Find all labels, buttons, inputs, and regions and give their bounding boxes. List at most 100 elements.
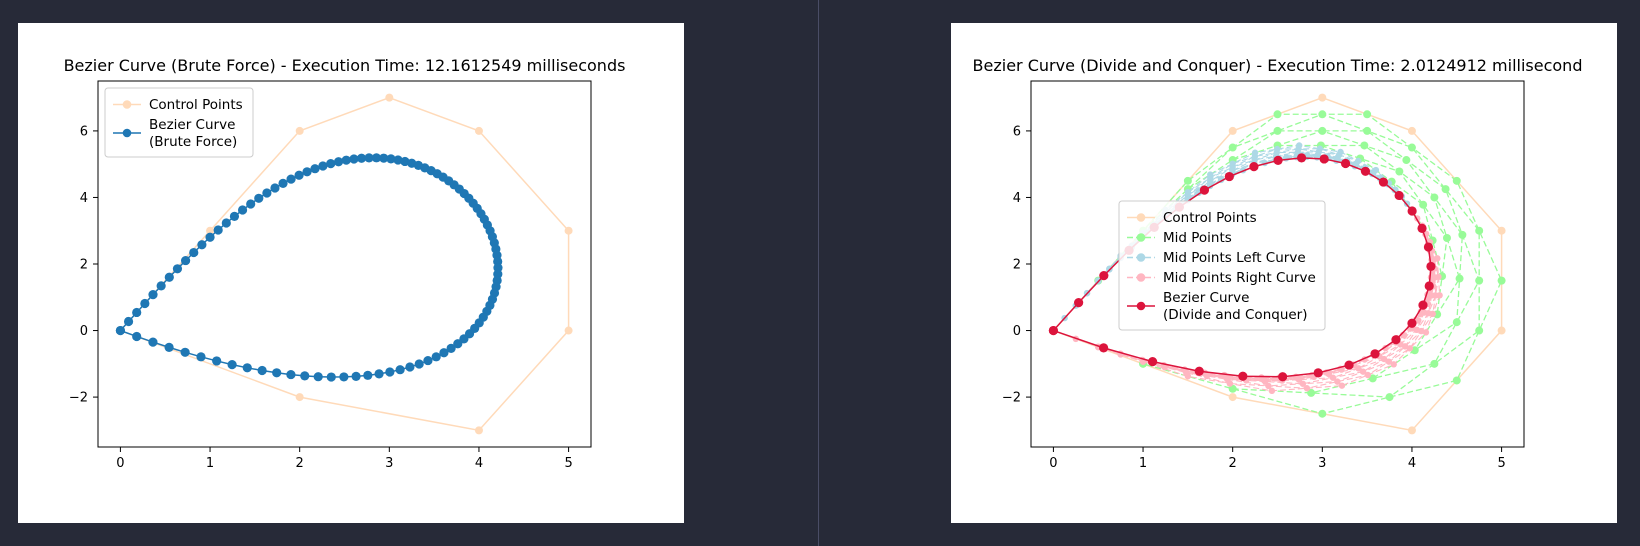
bezier-point-marker bbox=[246, 199, 256, 209]
y-tick-label: 4 bbox=[80, 191, 88, 206]
bezier-point-marker bbox=[1224, 171, 1234, 182]
bezier-point-marker bbox=[237, 205, 248, 215]
chart-title: Bezier Curve (Divide and Conquer) - Exec… bbox=[973, 56, 1583, 75]
bezier-point-marker bbox=[351, 371, 361, 381]
mid-point-marker bbox=[1368, 374, 1377, 383]
bezier-point-marker bbox=[148, 337, 158, 347]
control-point-marker bbox=[206, 226, 215, 235]
bezier-point-marker bbox=[318, 161, 328, 171]
control-point-marker bbox=[1228, 393, 1237, 402]
bezier-point-marker bbox=[262, 188, 272, 198]
mid-point-marker bbox=[1475, 326, 1484, 335]
mid-right-marker bbox=[1299, 380, 1307, 387]
x-tick-label: 0 bbox=[116, 456, 124, 471]
x-tick-label: 5 bbox=[1497, 456, 1505, 471]
mid-right-marker bbox=[1265, 382, 1272, 390]
mid-right-marker bbox=[1355, 365, 1362, 372]
control-point-marker bbox=[1407, 126, 1416, 135]
mid-right-marker bbox=[1359, 368, 1367, 375]
y-tick-label: 2 bbox=[80, 258, 88, 273]
axes-frame bbox=[1030, 80, 1525, 448]
x-tick-label: 3 bbox=[385, 456, 393, 471]
control-point-marker bbox=[1407, 426, 1416, 435]
bezier-point-marker bbox=[341, 155, 351, 165]
bezier-point-marker bbox=[1048, 325, 1059, 336]
legend: Control Points Bezier Curve(Brute Force) bbox=[104, 87, 254, 158]
divide-conquer-chart: Bezier Curve (Divide and Conquer) - Exec… bbox=[973, 56, 1583, 471]
x-tick-label: 1 bbox=[1139, 456, 1147, 471]
bezier-point-marker bbox=[453, 339, 463, 349]
mid-right-marker bbox=[1303, 385, 1311, 392]
legend-label: Control Points bbox=[1163, 210, 1257, 226]
mid-point-marker bbox=[1419, 200, 1428, 209]
bezier-point-marker bbox=[1238, 371, 1248, 381]
legend-label: (Brute Force) bbox=[149, 134, 237, 150]
control-point-marker bbox=[385, 93, 394, 102]
legend-label: Mid Points Left Curve bbox=[1163, 250, 1306, 266]
mid-points-line bbox=[1142, 113, 1480, 398]
bezier-point-marker bbox=[385, 367, 395, 377]
bezier-point-marker bbox=[349, 154, 359, 164]
control-point-marker bbox=[295, 126, 304, 135]
mid-point-marker bbox=[1307, 388, 1316, 397]
bezier-point-marker bbox=[302, 167, 312, 177]
bezier-point-marker bbox=[140, 298, 150, 309]
chart-title: Bezier Curve (Brute Force) - Execution T… bbox=[64, 56, 626, 75]
bezier-point-marker bbox=[1423, 242, 1434, 252]
bezier-point-marker bbox=[272, 368, 282, 378]
y-tick-label: 6 bbox=[80, 124, 88, 139]
bezier-point-marker bbox=[374, 369, 384, 379]
mid-point-marker bbox=[1475, 226, 1484, 235]
bezier-point-marker bbox=[123, 316, 134, 327]
bezier-point-marker bbox=[423, 355, 433, 366]
legend: Control Points Mid Points Mid Points Left … bbox=[1118, 200, 1326, 331]
bezier-point-marker bbox=[364, 153, 374, 163]
bezier-point-marker bbox=[459, 334, 469, 344]
y-tick-label: −2 bbox=[69, 391, 88, 406]
bezier-point-marker bbox=[229, 211, 240, 221]
bezier-point-marker bbox=[148, 289, 158, 300]
mid-point-marker bbox=[1452, 376, 1461, 385]
mid-point-marker bbox=[1402, 156, 1411, 165]
bezier-point-marker bbox=[371, 153, 382, 163]
bezier-point-marker bbox=[1360, 166, 1371, 176]
mid-point-marker bbox=[1318, 110, 1327, 119]
bezier-point-marker bbox=[1296, 153, 1307, 163]
bezier-point-marker bbox=[132, 307, 142, 318]
control-point-marker bbox=[474, 426, 483, 435]
brute-force-figure: Bezier Curve (Brute Force) - Execution T… bbox=[18, 23, 684, 523]
mid-right-marker bbox=[1268, 387, 1276, 395]
bezier-point-marker bbox=[326, 159, 336, 169]
bezier-point-marker bbox=[1199, 185, 1210, 195]
mid-left-marker bbox=[1282, 155, 1290, 162]
bezier-point-marker bbox=[286, 369, 296, 380]
mid-right-marker bbox=[1385, 358, 1393, 365]
legend-marker bbox=[122, 128, 132, 138]
legend-marker bbox=[1136, 253, 1146, 262]
bezier-point-marker bbox=[164, 342, 174, 352]
bezier-point-marker bbox=[1417, 223, 1427, 234]
mid-right-marker bbox=[1334, 378, 1341, 385]
bezier-point-marker bbox=[1099, 271, 1109, 281]
mid-point-marker bbox=[1455, 274, 1464, 283]
x-tick-label: 0 bbox=[1049, 456, 1057, 471]
divide-conquer-figure: Bezier Curve (Divide and Conquer) - Exec… bbox=[951, 23, 1617, 523]
bezier-point-marker bbox=[270, 183, 280, 193]
mid-left-marker bbox=[1313, 154, 1321, 161]
bezier-point-marker bbox=[197, 240, 207, 250]
mid-right-marker bbox=[1364, 371, 1372, 379]
brute-force-chart: Bezier Curve (Brute Force) - Execution T… bbox=[64, 56, 626, 471]
x-tick-label: 5 bbox=[564, 456, 572, 471]
bezier-point-marker bbox=[1378, 177, 1389, 187]
control-point-marker bbox=[1497, 326, 1506, 335]
mid-point-marker bbox=[1442, 234, 1451, 243]
bezier-point-marker bbox=[439, 348, 449, 358]
mid-point-marker bbox=[1273, 110, 1282, 119]
bezier-point-marker bbox=[294, 170, 304, 180]
legend-marker bbox=[1136, 233, 1146, 242]
mid-point-marker bbox=[1228, 384, 1237, 393]
mid-point-marker bbox=[1318, 126, 1327, 135]
control-point-marker bbox=[564, 326, 573, 335]
mid-right-marker bbox=[1329, 374, 1337, 381]
mid-point-marker bbox=[1395, 167, 1404, 176]
